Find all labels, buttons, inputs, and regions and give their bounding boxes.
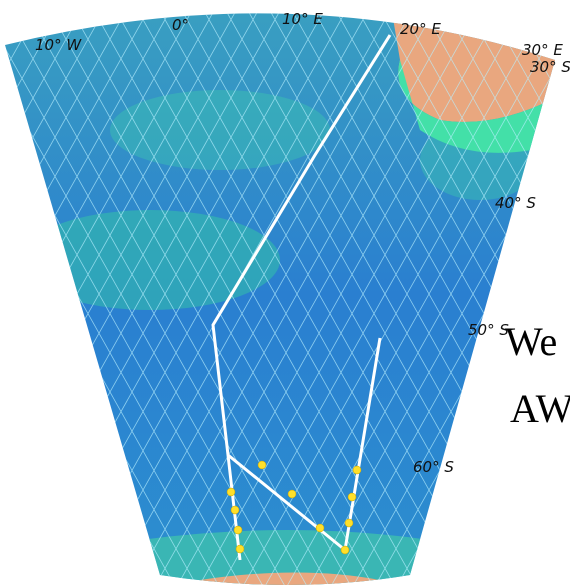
lon-label: 0° [172,16,189,34]
map-figure: 10° W 0° 10° E 20° E 30° E 30° S 40° S 5… [0,0,570,588]
lon-label: 20° E [400,20,441,38]
lat-label: 30° S [530,58,570,76]
map-area [0,0,570,588]
lon-label: 10° E [282,10,323,28]
lat-label: 50° S [468,321,509,339]
lat-label: 40° S [495,194,536,212]
lon-label: 10° W [35,36,82,54]
lon-label: 30° E [522,41,563,59]
overlay-text: We [505,319,557,364]
lat-label: 60° S [413,458,454,476]
overlay-text: AW [510,386,570,431]
